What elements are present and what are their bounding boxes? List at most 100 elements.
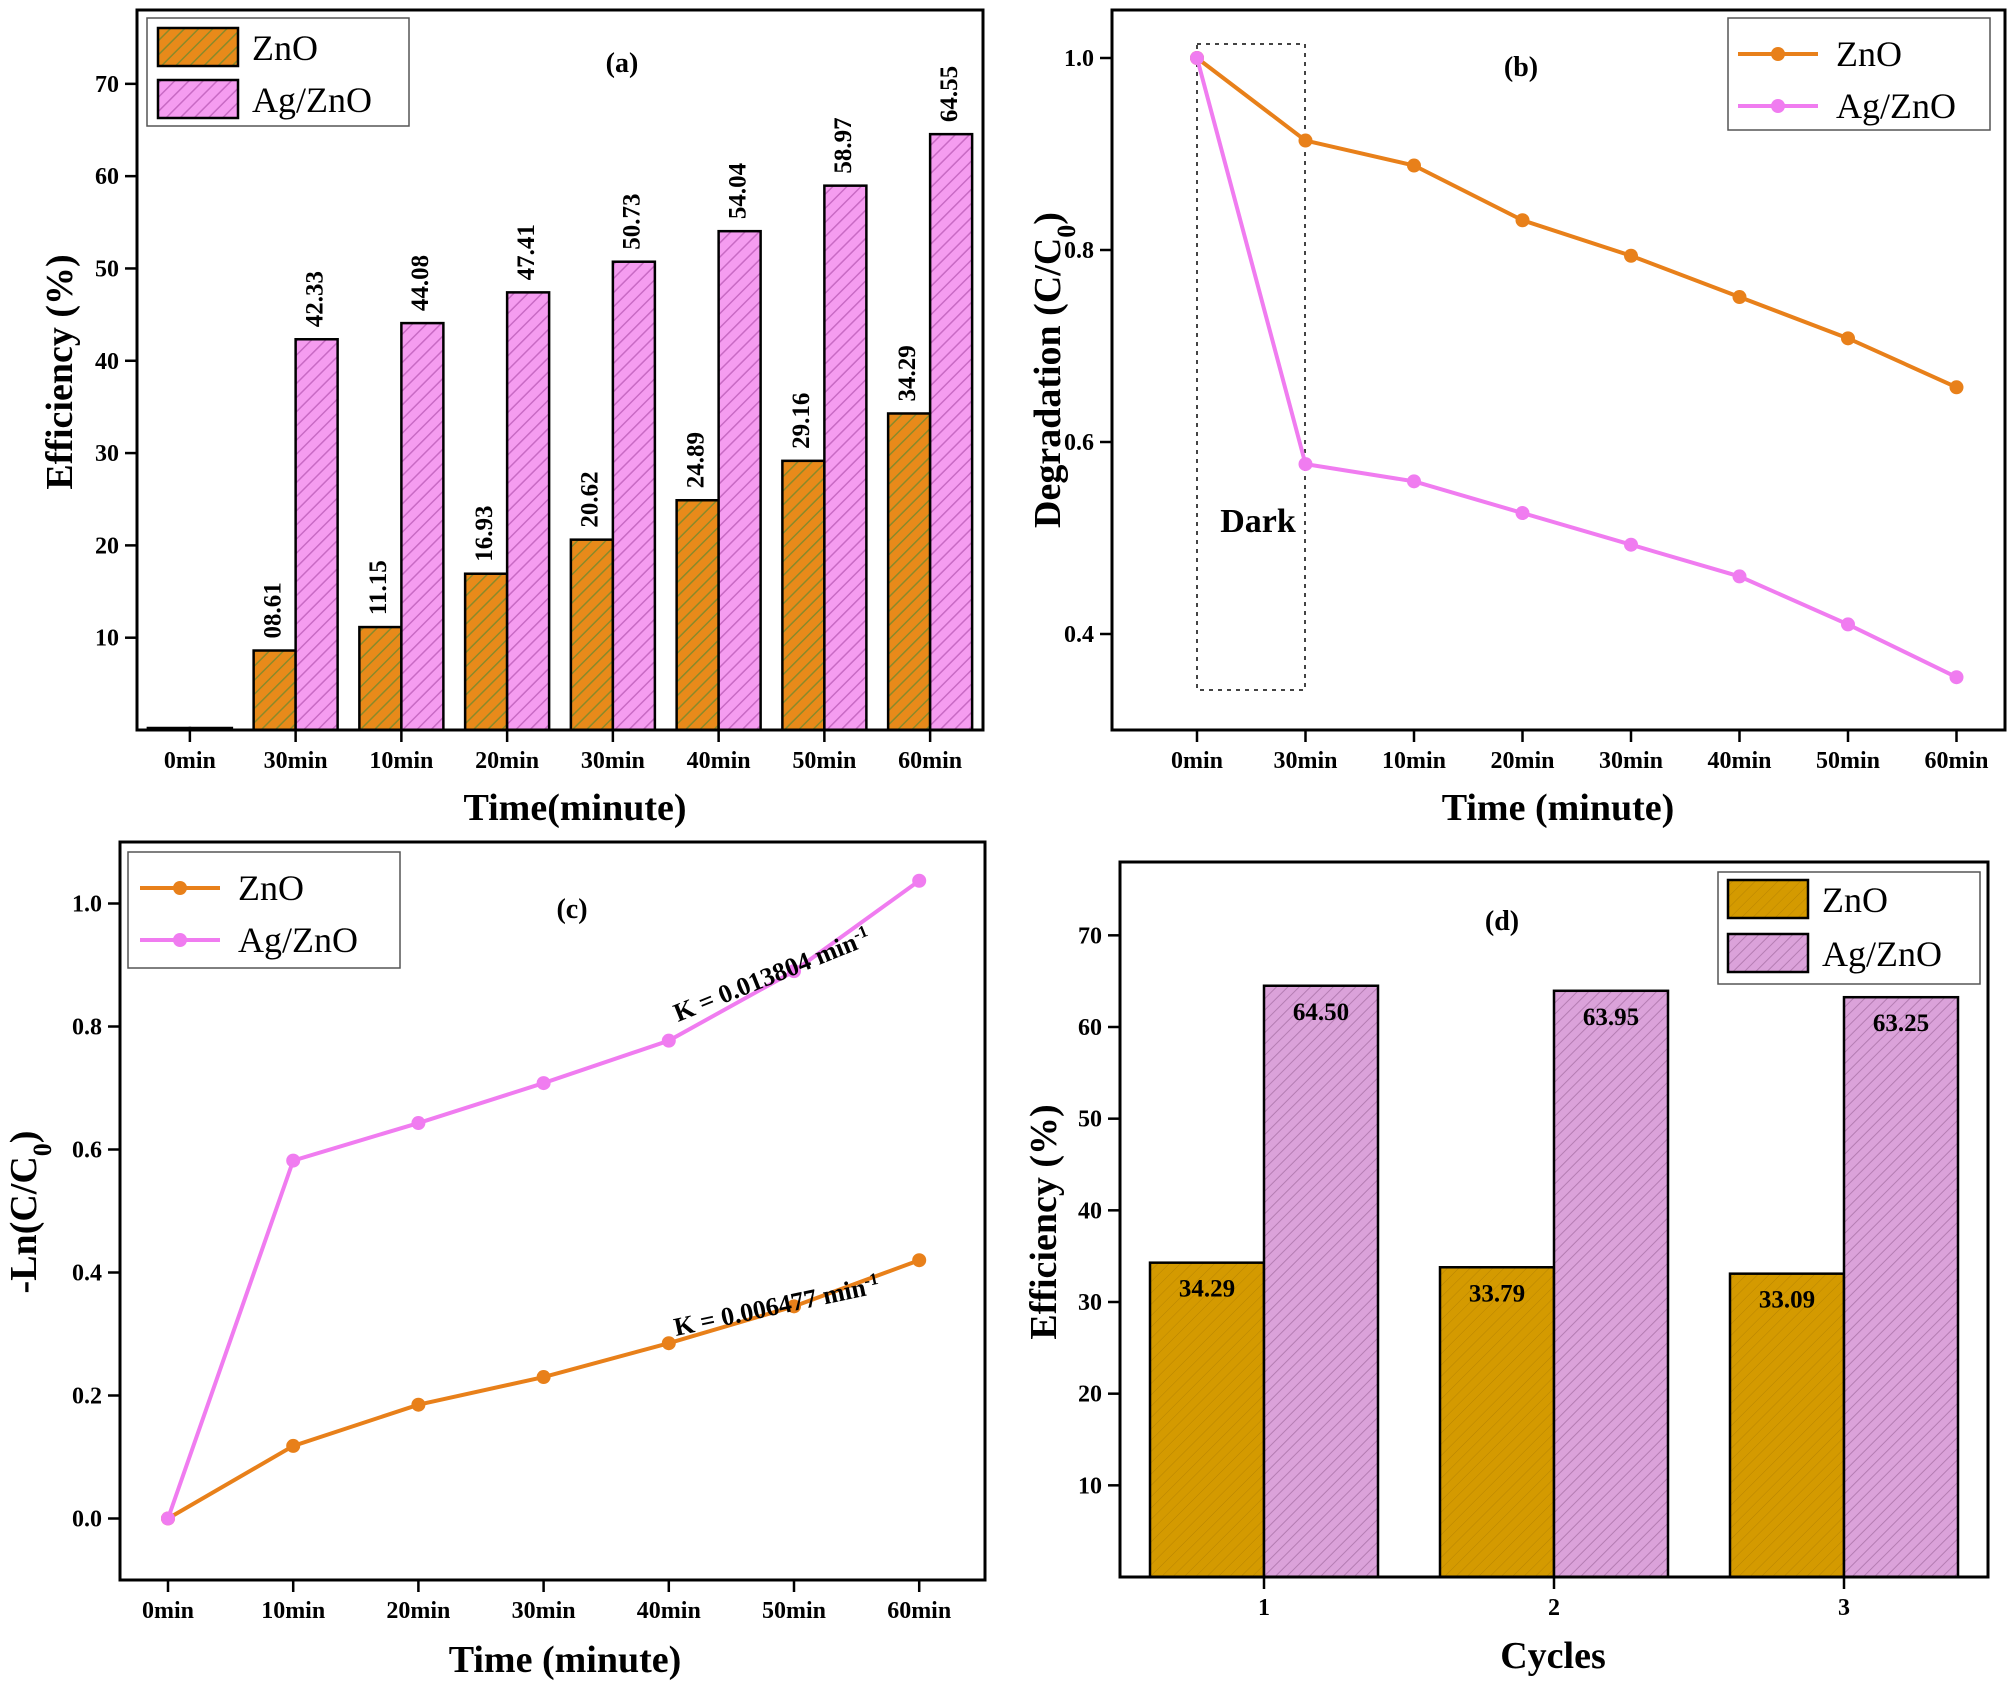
- panel-a-bar-ag-zno: [400, 321, 445, 732]
- panel-b-x-tick-label: 60min: [1924, 748, 1988, 774]
- panel-a-x-tick-label: 30min: [264, 748, 328, 774]
- panel-d-bar-zno: [1438, 1266, 1556, 1579]
- panel-c-point-ag-zno: [787, 964, 801, 979]
- panel-d-legend-label-agzno: Ag/ZnO: [1822, 934, 1942, 974]
- panel-a-bar-label-ag-zno: 54.04: [724, 162, 751, 219]
- panel-a-bar-label-zno: 11.15: [365, 560, 392, 615]
- panel-a-bar-ag-zno: [611, 260, 657, 732]
- panel-a-bar-zno: [781, 459, 826, 732]
- panel-d-y-ticks: 10 20 30 40 50 60 70: [1078, 923, 1120, 1499]
- panel-a-bar-zno: [569, 538, 615, 732]
- panel-a-bar-zno: [886, 412, 932, 732]
- panel-b-point-ag-zno: [1190, 51, 1204, 65]
- panel-b-y-axis-title: Degradation (C/C0): [1027, 212, 1081, 528]
- panel-a-bar-label-zno: 16.93: [471, 505, 498, 561]
- panel-a-legend-swatch-agzno: [156, 78, 240, 120]
- panel-b-x-tick-label: 40min: [1707, 748, 1771, 774]
- panel-c-point-zno: [661, 1336, 676, 1351]
- panel-b-point-ag-zno: [1949, 670, 1964, 685]
- panel-d-legend-label-zno: ZnO: [1822, 880, 1888, 920]
- panel-d-bar-label-zno: 33.79: [1469, 1280, 1525, 1307]
- panel-c-point-zno: [286, 1438, 301, 1453]
- panel-c-x-ticks: 0min 10min 20min 30min 40min 50min 60min: [142, 1580, 951, 1624]
- panel-a-bar-zno: [675, 498, 720, 732]
- panel-a-bar-label-ag-zno: 47.41: [513, 224, 540, 280]
- panel-a-bar-label-ag-zno: 50.73: [619, 193, 646, 249]
- panel-c-y-axis-title: -Ln(C/C0): [3, 1131, 57, 1294]
- panel-c-y-tick-label: 0.6: [72, 1138, 102, 1164]
- panel-c-point-ag-zno: [286, 1153, 301, 1168]
- panel-c-y-tick-label: 0.4: [72, 1261, 102, 1287]
- panel-b-legend-box: [1727, 17, 1991, 131]
- panel-c-point-ag-zno: [411, 1116, 426, 1131]
- panel-c-legend-marker-agzno: [173, 933, 187, 947]
- panel-c-x-tick-label: 60min: [887, 1598, 951, 1624]
- panel-d-plot-frame: [1118, 860, 1990, 1579]
- panel-d-bar-zno: [1148, 1261, 1266, 1579]
- panel-d-bar-label-zno: 33.09: [1759, 1287, 1815, 1314]
- panel-a-y-tick-label: 50: [95, 256, 119, 282]
- panel-c-y-tick-label: 0.2: [72, 1384, 102, 1410]
- panel-a-bar-label-zno: 29.16: [788, 393, 815, 449]
- panel-a-x-tick-label: 50min: [792, 748, 856, 774]
- panel-a-bar-labels: 08.61 11.15 16.93 20.62 24.89 29.16 34.29 42.33…: [259, 66, 963, 639]
- panel-b-legend: ZnO Ag/ZnO: [1727, 17, 1991, 131]
- panel-b-point-zno: [1949, 380, 1964, 395]
- panel-b-x-ticks: 0min 30min 10min 20min 30min 40min 50min 60min: [1171, 730, 1989, 774]
- panel-d-bar-ag-zno: [1842, 995, 1960, 1579]
- panel-b-point-zno: [1732, 290, 1747, 305]
- panel-d-y-tick-label: 30: [1078, 1290, 1102, 1316]
- panel-d-legend: ZnO Ag/ZnO: [1717, 871, 1981, 985]
- panel-a-bar-label-zno: 24.89: [682, 432, 709, 488]
- panel-a-bar-label-ag-zno: 44.08: [407, 255, 434, 311]
- panel-a-y-tick-label: 70: [95, 72, 119, 98]
- panel-a-bar-label-ag-zno: 42.33: [301, 271, 328, 327]
- panel-c-x-tick-label: 40min: [637, 1598, 701, 1624]
- panel-c-point-zno: [912, 1253, 927, 1268]
- panel-b-x-tick-label: 30min: [1273, 748, 1337, 774]
- panel-b-point-zno: [1515, 213, 1530, 228]
- panel-c: 0.0 0.2 0.4 0.6 0.8 1.0 0min 10min 20min 30min 40…: [3, 840, 987, 1681]
- panel-c-x-tick-label: 50min: [762, 1598, 826, 1624]
- panel-c-y-tick-label: 0.8: [72, 1015, 102, 1041]
- panel-d-x-tick-label: 2: [1548, 1595, 1560, 1621]
- panel-c-point-ag-zno: [912, 873, 927, 888]
- panel-a-x-tick-label: 20min: [475, 748, 539, 774]
- panel-b-point-ag-zno: [1407, 474, 1421, 489]
- panel-c-legend-marker-zno: [173, 881, 187, 895]
- panel-a-bar-zno: [358, 625, 403, 732]
- panel-d-x-tick-label: 3: [1838, 1595, 1850, 1621]
- panel-b-dark-label: Dark: [1220, 503, 1296, 540]
- panel-d-bar-label-ag-zno: 63.95: [1583, 1004, 1639, 1031]
- panel-a-y-tick-label: 60: [95, 164, 119, 190]
- panel-d-y-tick-label: 10: [1078, 1473, 1102, 1499]
- panel-d-bar-label-ag-zno: 63.25: [1873, 1010, 1929, 1037]
- panel-b-point-ag-zno: [1624, 537, 1638, 552]
- panel-a-legend: ZnO Ag/ZnO: [146, 17, 410, 127]
- panel-c-point-zno: [411, 1397, 426, 1412]
- panel-d-bar-label-zno: 34.29: [1179, 1276, 1235, 1303]
- panel-c-annotation-zno-rate: K = 0.006477 min-1: [671, 1268, 882, 1341]
- panel-a-x-axis-title: Time(minute): [463, 787, 686, 829]
- panel-a-y-tick-label: 20: [95, 533, 119, 559]
- panel-d-x-axis-title: Cycles: [1500, 1635, 1606, 1677]
- panel-b-y-ticks: 0.4 0.6 0.8 1.0: [1064, 46, 1112, 648]
- panel-c-point-ag-zno: [536, 1076, 551, 1091]
- panel-d-x-tick-label: 1: [1258, 1595, 1270, 1621]
- panel-b-legend-marker-agzno: [1771, 99, 1785, 113]
- panel-a-bar-ag-zno: [928, 132, 974, 732]
- panel-a-y-tick-label: 40: [95, 349, 119, 375]
- panel-d: 34.29 33.79 33.09 64.50 63.95 63.25 10 20 30 40 5…: [1023, 860, 1990, 1677]
- panel-b-y-tick-label: 0.4: [1064, 622, 1094, 648]
- panel-a-bar-ag-zno: [717, 229, 762, 732]
- panel-a-bar-zno: [463, 572, 509, 732]
- panel-a-legend-label-agzno: Ag/ZnO: [252, 80, 372, 120]
- panel-b-title: (b): [1504, 52, 1538, 83]
- panel-a-plot-frame: [135, 8, 985, 732]
- panel-b-x-tick-label: 50min: [1816, 748, 1880, 774]
- panel-b-point-ag-zno: [1841, 617, 1855, 632]
- panel-a-bar-zno: [252, 649, 297, 732]
- panel-b-x-tick-label: 0min: [1171, 748, 1223, 774]
- panel-a-bar-label-ag-zno: 64.55: [936, 66, 963, 122]
